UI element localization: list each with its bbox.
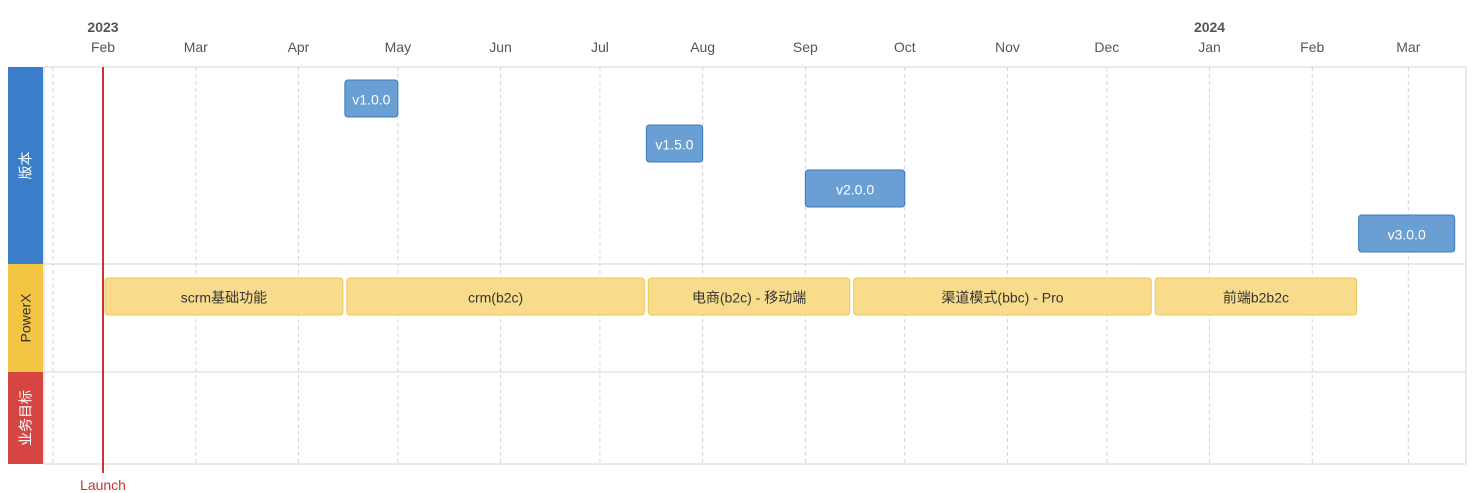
version-label: v3.0.0 (1388, 227, 1426, 243)
feature-label: scrm基础功能 (181, 290, 267, 306)
version-label: v2.0.0 (836, 182, 874, 198)
version-item: v1.5.0 (646, 125, 702, 162)
lane-header: 版本 (8, 67, 43, 264)
grid-layer (44, 67, 1466, 464)
lane-label: 版本 (18, 152, 34, 180)
feature-label: 前端b2b2c (1223, 290, 1289, 306)
month-tick-label: Sep (793, 39, 818, 55)
lane-label: PowerX (18, 293, 34, 343)
version-label: v1.5.0 (655, 137, 693, 153)
month-tick-label: Nov (995, 39, 1020, 55)
month-tick-label: Oct (894, 39, 916, 55)
year-label: 2024 (1194, 19, 1225, 35)
feature-item: 前端b2b2c (1155, 278, 1356, 315)
version-item: v3.0.0 (1359, 215, 1455, 252)
month-tick-label: Jun (489, 39, 512, 55)
month-tick-label: Aug (690, 39, 715, 55)
lane-header: PowerX (8, 264, 43, 372)
year-label: 2023 (87, 19, 118, 35)
month-tick-label: Dec (1094, 39, 1119, 55)
feature-label: 渠道模式(bbc) - Pro (941, 290, 1063, 306)
milestone-label: Launch (80, 477, 126, 493)
month-tick-label: Mar (184, 39, 208, 55)
month-tick-label: Jul (591, 39, 609, 55)
month-tick-label: Mar (1396, 39, 1420, 55)
lane-header: 业务目标 (8, 372, 43, 464)
month-tick-label: Jan (1198, 39, 1221, 55)
feature-label: crm(b2c) (468, 290, 523, 306)
month-tick-label: Feb (1300, 39, 1324, 55)
feature-item: 渠道模式(bbc) - Pro (854, 278, 1151, 315)
month-tick-label: Feb (91, 39, 115, 55)
month-tick-label: Apr (288, 39, 310, 55)
chart-frame (44, 67, 1466, 464)
month-tick-label: May (385, 39, 411, 55)
lane-label: 业务目标 (18, 390, 34, 446)
feature-item: crm(b2c) (347, 278, 644, 315)
version-item: v1.0.0 (345, 80, 398, 117)
feature-item: scrm基础功能 (105, 278, 343, 315)
feature-item: 电商(b2c) - 移动端 (648, 278, 849, 315)
version-label: v1.0.0 (352, 92, 390, 108)
version-item: v2.0.0 (805, 170, 904, 207)
feature-label: 电商(b2c) - 移动端 (692, 290, 806, 306)
